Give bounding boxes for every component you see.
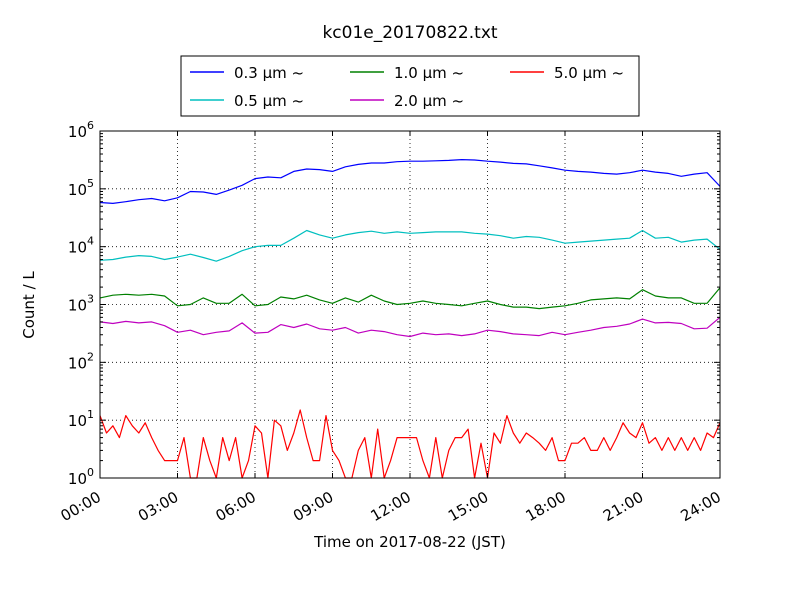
y-axis-label: Count / L [20, 271, 38, 339]
series-line-4 [99, 409, 721, 479]
grid-lines [100, 131, 720, 478]
y-tick-label: 101 [68, 408, 94, 430]
legend-label: 0.5 μm ~ [234, 92, 304, 110]
series-line-3 [99, 316, 721, 338]
legend-label: 1.0 μm ~ [394, 64, 464, 82]
plot-area [99, 159, 721, 479]
y-tick-label: 103 [68, 293, 94, 315]
legend-label: 0.3 μm ~ [234, 64, 304, 82]
y-tick-label: 104 [68, 235, 94, 257]
y-tick-label: 100 [68, 466, 94, 488]
series-line-2 [99, 287, 721, 310]
y-tick-label: 102 [68, 350, 94, 372]
y-tick-label: 106 [68, 119, 94, 141]
series-line-0 [99, 159, 721, 204]
chart-title: kc01e_20170822.txt [322, 23, 497, 43]
legend-box [180, 55, 640, 117]
x-axis-label: Time on 2017-08-22 (JST) [313, 533, 506, 551]
legend-label: 2.0 μm ~ [394, 92, 464, 110]
series-line-1 [99, 229, 721, 262]
y-tick-label: 105 [68, 177, 94, 199]
legend-label: 5.0 μm ~ [554, 64, 624, 82]
legend: 0.3 μm ~ 0.5 μm ~ 1.0 μm ~ 2.0 μm ~ 5.0 μm ~ [180, 55, 640, 117]
